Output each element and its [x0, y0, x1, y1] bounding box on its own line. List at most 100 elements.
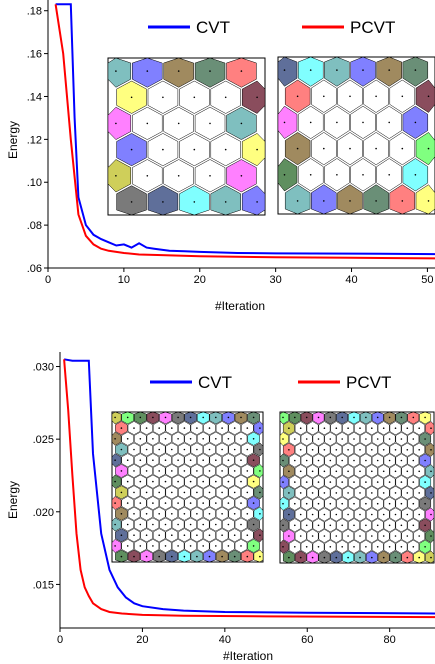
- diagram-site: [282, 502, 284, 505]
- chart-1-legend-cvt-label: CVT: [196, 18, 230, 37]
- diagram-site: [240, 480, 242, 483]
- diagram-site: [158, 427, 160, 429]
- diagram-site: [299, 535, 302, 537]
- diagram-site: [430, 513, 432, 516]
- diagram-site: [424, 416, 426, 419]
- diagram-site: [162, 201, 164, 203]
- diagram-site: [394, 535, 397, 537]
- diagram-site: [323, 492, 326, 494]
- diagram-site: [152, 438, 154, 440]
- diagram-site: [323, 95, 325, 98]
- diagram-site: [288, 556, 290, 559]
- diagram-site: [365, 502, 367, 505]
- diagram-site: [114, 523, 116, 526]
- diagram-site: [196, 470, 198, 472]
- diagram-cell: [415, 184, 435, 215]
- diagram-site: [299, 556, 302, 559]
- chart-1-x-tick-label: 0: [45, 274, 51, 286]
- chart-1-ticks: 0 10 20 30 40 50 .06 .08 .10 .12 .14 .16 .18: [27, 6, 434, 286]
- diagram-site: [139, 523, 142, 526]
- diagram-site: [311, 427, 314, 430]
- diagram-site: [341, 438, 344, 440]
- diagram-site: [162, 148, 164, 151]
- diagram-site: [221, 427, 223, 429]
- diagram-site: [133, 427, 135, 429]
- diagram-site: [259, 513, 261, 515]
- diagram-site: [240, 523, 242, 526]
- diagram-site: [427, 147, 430, 150]
- diagram-site: [224, 148, 227, 151]
- diagram-site: [133, 470, 135, 472]
- diagram-site: [349, 200, 351, 202]
- diagram-site: [371, 513, 373, 516]
- diagram-site: [240, 459, 242, 462]
- diagram-site: [227, 459, 230, 462]
- diagram-site: [120, 491, 123, 494]
- diagram-site: [221, 470, 223, 472]
- diagram-site: [412, 416, 415, 419]
- diagram-site: [227, 523, 230, 526]
- diagram-site: [171, 448, 173, 451]
- diagram-site: [183, 470, 186, 472]
- diagram-site: [246, 427, 249, 429]
- diagram-site: [359, 449, 361, 451]
- diagram-cell: [147, 185, 179, 216]
- diagram-site: [400, 546, 403, 548]
- diagram-site: [359, 470, 361, 473]
- diagram-site: [252, 502, 255, 504]
- diagram-site: [371, 535, 373, 537]
- diagram-site: [183, 427, 186, 429]
- chart-2-x-tick-label: 40: [219, 634, 231, 646]
- diagram-site: [139, 480, 142, 483]
- chart-2-x-tick-label: 80: [384, 634, 396, 646]
- diagram-site: [215, 480, 217, 483]
- diagram-site: [341, 481, 344, 483]
- diagram-site: [323, 200, 325, 202]
- diagram-site: [376, 459, 379, 462]
- diagram-site: [349, 95, 351, 98]
- chart-2-x-tick-label: 20: [136, 634, 148, 646]
- diagram-site: [394, 449, 397, 451]
- chart-2-legend-pcvt-label: PCVT: [346, 373, 391, 392]
- diagram-site: [406, 492, 409, 494]
- diagram-site: [146, 70, 149, 72]
- chart-1-y-axis-title: Energy: [6, 121, 20, 159]
- chart-1-y-tick-label: .14: [27, 91, 42, 103]
- diagram-site: [311, 492, 314, 494]
- diagram-site: [401, 200, 404, 202]
- diagram-site: [130, 148, 133, 151]
- diagram-site: [305, 502, 308, 505]
- diagram-cell: [253, 506, 264, 521]
- diagram-site: [133, 555, 135, 558]
- diagram-site: [193, 201, 196, 203]
- diagram-site: [382, 556, 385, 559]
- diagram-site: [329, 481, 332, 483]
- diagram-site: [120, 427, 123, 429]
- diagram-site: [418, 427, 421, 430]
- diagram-site: [382, 535, 385, 537]
- diagram-site: [177, 70, 180, 72]
- diagram-site: [139, 416, 142, 419]
- diagram-site: [189, 502, 192, 504]
- diagram-site: [126, 545, 129, 547]
- diagram-cell: [111, 431, 122, 446]
- diagram-cell: [363, 184, 389, 215]
- diagram-site: [299, 470, 302, 473]
- diagram-site: [196, 427, 198, 429]
- diagram-site: [362, 121, 364, 124]
- diagram-site: [305, 546, 308, 548]
- diagram-site: [171, 513, 173, 515]
- diagram-cell: [279, 539, 289, 554]
- diagram-site: [196, 555, 198, 558]
- diagram-site: [299, 513, 302, 516]
- diagram-site: [424, 438, 426, 440]
- diagram-site: [189, 523, 192, 526]
- diagram-site: [189, 545, 192, 547]
- diagram-site: [349, 147, 351, 150]
- diagram-site: [177, 459, 179, 462]
- diagram-site: [353, 438, 355, 440]
- diagram-cell: [253, 421, 264, 436]
- diagram-cell: [107, 57, 132, 88]
- chart-2-y-tick-label: .015: [33, 579, 54, 591]
- diagram-site: [282, 438, 284, 440]
